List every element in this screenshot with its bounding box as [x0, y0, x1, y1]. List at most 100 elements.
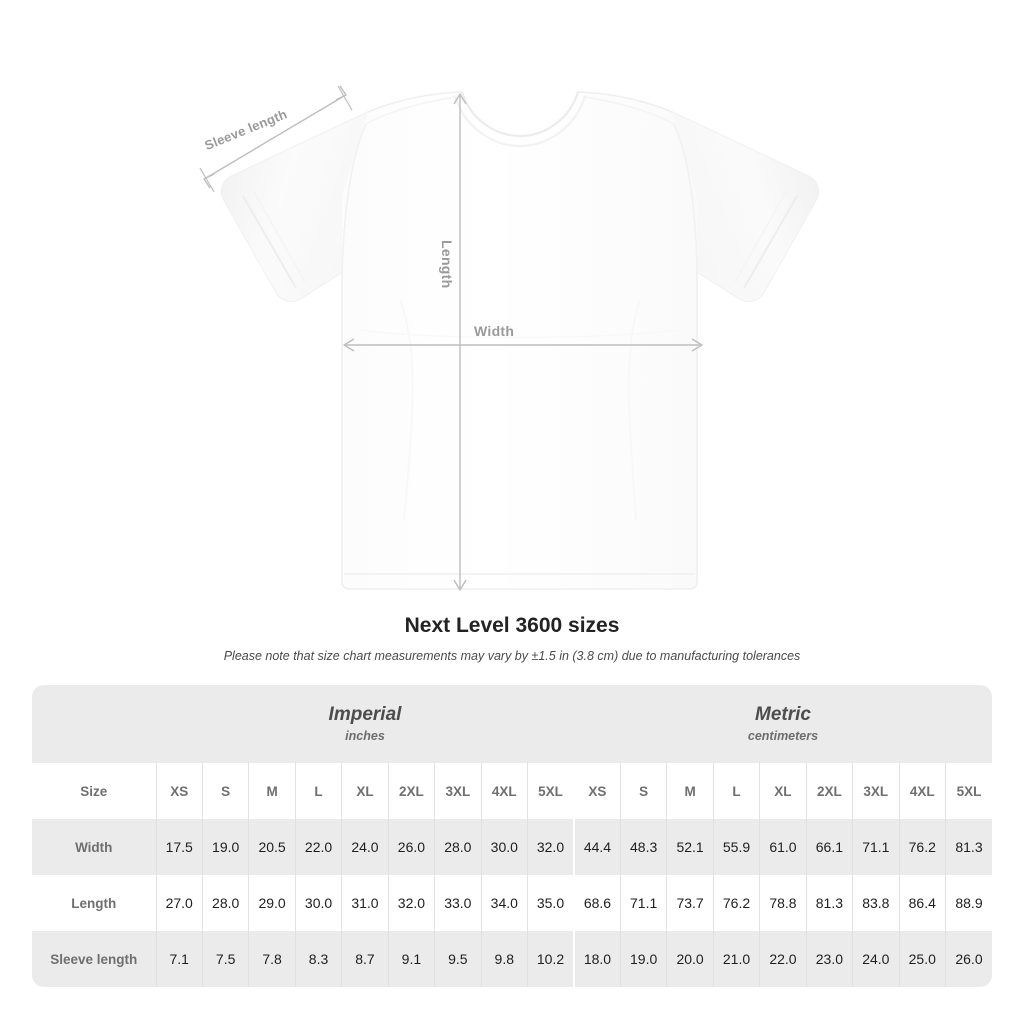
cell-metric-4xl: 76.2 [898, 819, 946, 875]
size-header-imperial-4xl: 4XL [480, 763, 528, 819]
cell-imperial-4xl: 30.0 [480, 819, 528, 875]
length-arrow [453, 93, 467, 591]
cell-metric-m: 20.0 [666, 931, 714, 987]
size-row-label: Size [80, 783, 108, 799]
size-header-metric-2xl: 2XL [805, 763, 853, 819]
cell-metric-xs: 44.4 [572, 819, 621, 875]
cell-imperial-5xl: 10.2 [526, 931, 574, 987]
size-header-imperial-xs: XS [155, 763, 203, 819]
row-label-sleeve-length: Sleeve length [50, 951, 138, 967]
size-chart-thead: Imperial inches Metric centimeters Size … [32, 685, 992, 819]
unit-name-metric: Metric [755, 704, 811, 725]
size-header-row: Size XS S M L XL 2XL 3XL 4XL 5XL XS S M L XL 2XL 3XL 4XL… [32, 763, 992, 819]
cell-imperial-l: 8.3 [294, 931, 342, 987]
title-block: Next Level 3600 sizes Please note that s… [0, 612, 1024, 664]
size-header-imperial-l: L [294, 763, 342, 819]
unit-band-corner [32, 685, 156, 763]
cell-imperial-xs: 27.0 [155, 875, 203, 931]
cell-metric-5xl: 88.9 [944, 875, 992, 931]
unit-sub-metric: centimeters [747, 729, 819, 743]
cell-imperial-s: 7.5 [201, 931, 249, 987]
cell-metric-5xl: 81.3 [944, 819, 992, 875]
cell-metric-2xl: 23.0 [805, 931, 853, 987]
unit-sub-imperial: inches [345, 729, 385, 743]
sleeve-length-arrow [199, 85, 353, 193]
cell-metric-m: 73.7 [666, 875, 714, 931]
cell-imperial-3xl: 33.0 [434, 875, 482, 931]
cell-imperial-s: 19.0 [201, 819, 249, 875]
cell-imperial-2xl: 9.1 [387, 931, 435, 987]
cell-metric-l: 55.9 [712, 819, 760, 875]
unit-band-metric: Metric centimeters [573, 685, 992, 763]
size-header-metric-3xl: 3XL [852, 763, 900, 819]
cell-metric-xl: 78.8 [759, 875, 807, 931]
size-header-imperial-s: S [201, 763, 249, 819]
cell-metric-s: 19.0 [619, 931, 667, 987]
cell-imperial-4xl: 9.8 [480, 931, 528, 987]
size-header-metric-xs: XS [572, 763, 621, 819]
cell-metric-2xl: 66.1 [805, 819, 853, 875]
width-arrow [343, 338, 703, 352]
unit-band-row: Imperial inches Metric centimeters [32, 685, 992, 763]
size-header-metric-xl: XL [759, 763, 807, 819]
size-header-imperial-3xl: 3XL [434, 763, 482, 819]
cell-metric-xs: 68.6 [572, 875, 621, 931]
size-header-metric-l: L [712, 763, 760, 819]
row-label-length: Length [71, 895, 117, 911]
cell-imperial-xl: 8.7 [341, 931, 389, 987]
row-label-width: Width [75, 839, 113, 855]
cell-imperial-m: 7.8 [248, 931, 296, 987]
cell-imperial-2xl: 32.0 [387, 875, 435, 931]
cell-metric-s: 71.1 [619, 875, 667, 931]
cell-metric-l: 76.2 [712, 875, 760, 931]
cell-imperial-m: 29.0 [248, 875, 296, 931]
cell-imperial-s: 28.0 [201, 875, 249, 931]
cell-metric-xl: 22.0 [759, 931, 807, 987]
size-header-metric-s: S [619, 763, 667, 819]
size-chart-tbody: Width 17.5 19.0 20.5 22.0 24.0 26.0 28.0 30.0 32.… [32, 819, 992, 987]
cell-imperial-xl: 24.0 [341, 819, 389, 875]
table-row: Sleeve length 7.1 7.5 7.8 8.3 8.7 9.1 9.5 9.8 10.… [32, 931, 992, 987]
size-header-imperial-xl: XL [341, 763, 389, 819]
size-header-metric-5xl: 5XL [944, 763, 992, 819]
size-header-imperial-5xl: 5XL [526, 763, 574, 819]
cell-imperial-xs: 17.5 [155, 819, 203, 875]
shirt-shape [220, 91, 820, 590]
cell-imperial-3xl: 9.5 [434, 931, 482, 987]
width-label: Width [474, 323, 515, 339]
cell-metric-xl: 61.0 [759, 819, 807, 875]
page-title: Next Level 3600 sizes [404, 614, 620, 637]
cell-metric-m: 52.1 [666, 819, 714, 875]
cell-imperial-2xl: 26.0 [387, 819, 435, 875]
tshirt-diagram: Width Length Sleeve length [199, 85, 820, 591]
cell-metric-s: 48.3 [619, 819, 667, 875]
cell-imperial-l: 22.0 [294, 819, 342, 875]
table-row: Length 27.0 28.0 29.0 30.0 31.0 32.0 33.0 34.0 35… [32, 875, 992, 931]
cell-metric-xs: 18.0 [572, 931, 621, 987]
cell-metric-4xl: 86.4 [898, 875, 946, 931]
size-header-imperial-2xl: 2XL [387, 763, 435, 819]
cell-metric-3xl: 71.1 [852, 819, 900, 875]
cell-metric-4xl: 25.0 [898, 931, 946, 987]
cell-imperial-5xl: 32.0 [526, 819, 574, 875]
cell-imperial-m: 20.5 [248, 819, 296, 875]
size-header-metric-m: M [666, 763, 714, 819]
cell-imperial-4xl: 34.0 [480, 875, 528, 931]
cell-metric-3xl: 83.8 [852, 875, 900, 931]
cell-metric-2xl: 81.3 [805, 875, 853, 931]
size-header-metric-4xl: 4XL [898, 763, 946, 819]
size-chart-table-wrapper: Imperial inches Metric centimeters Size … [32, 685, 992, 987]
size-header-imperial-m: M [248, 763, 296, 819]
cell-imperial-3xl: 28.0 [434, 819, 482, 875]
length-label: Length [439, 240, 455, 289]
cell-metric-5xl: 26.0 [944, 931, 992, 987]
cell-imperial-xl: 31.0 [341, 875, 389, 931]
cell-imperial-5xl: 35.0 [526, 875, 574, 931]
unit-band-imperial: Imperial inches [156, 685, 574, 763]
tolerance-note: Please note that size chart measurements… [223, 649, 801, 663]
table-row: Width 17.5 19.0 20.5 22.0 24.0 26.0 28.0 30.0 32.… [32, 819, 992, 875]
cell-metric-3xl: 24.0 [852, 931, 900, 987]
measurement-arrows [199, 85, 703, 591]
cell-imperial-xs: 7.1 [155, 931, 203, 987]
size-chart-table: Imperial inches Metric centimeters Size … [32, 685, 992, 987]
